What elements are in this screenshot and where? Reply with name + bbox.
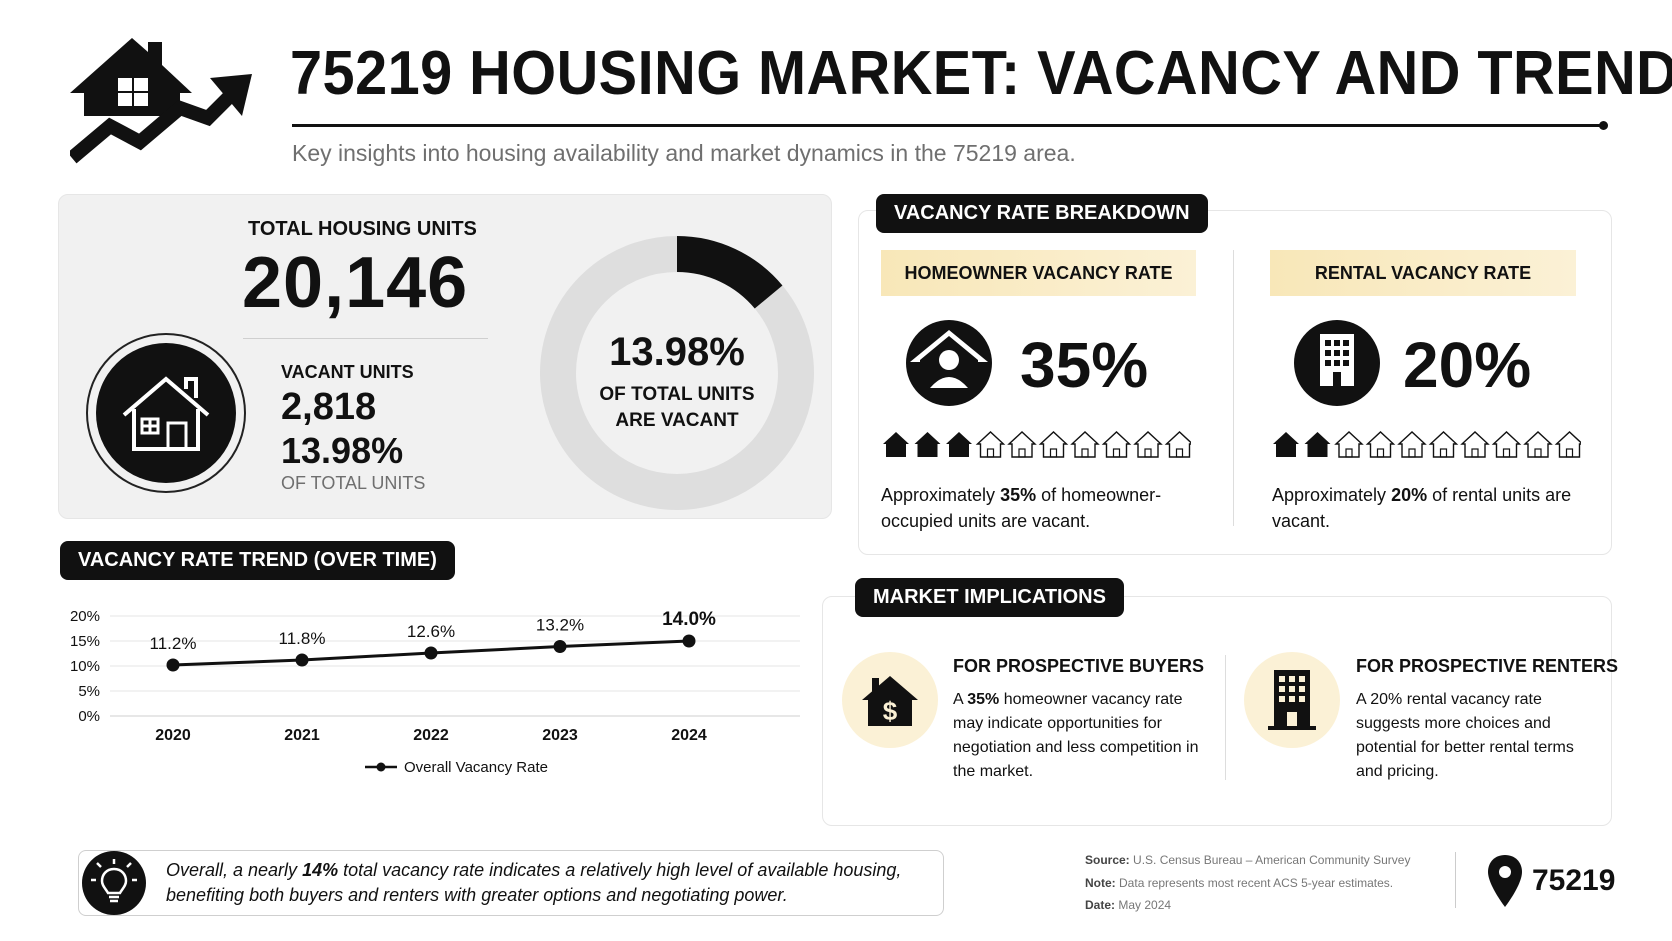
x-tick-label: 2020: [155, 727, 191, 744]
y-tick-label: 15%: [70, 633, 100, 650]
zip-code: 75219: [1532, 864, 1616, 897]
homeowner-rate-description: Approximately 35% of homeowner-occupied …: [881, 485, 1162, 531]
rental-house-empty-icon: [1491, 431, 1522, 458]
implications-divider: [1225, 655, 1226, 780]
vacant-units-sub: OF TOTAL UNITS: [281, 473, 426, 493]
data-point: [166, 658, 180, 672]
x-tick-label: 2023: [542, 727, 578, 744]
homeowner-house-filled-icon: [914, 432, 941, 457]
y-tick-label: 20%: [70, 608, 100, 625]
homeowner-rate-value: 35%: [1020, 329, 1149, 401]
note-line: Note: Data represents most recent ACS 5-…: [1085, 876, 1394, 890]
homeowner-person-icon: [906, 320, 992, 406]
homeowner-house-pictogram: [883, 431, 1191, 458]
apartment-building-icon: [1294, 320, 1380, 406]
homeowner-house-empty-icon: [1133, 431, 1163, 458]
footer-divider: [1455, 852, 1456, 908]
insight-text: Overall, a nearly 14% total vacancy rate…: [166, 860, 902, 905]
breakdown-heading: VACANCY RATE BREAKDOWN: [876, 194, 1208, 233]
homeowner-rate-tab: HOMEOWNER VACANCY RATE: [881, 250, 1196, 296]
trend-heading: VACANCY RATE TREND (OVER TIME): [60, 541, 455, 580]
homeowner-house-filled-icon: [946, 432, 972, 457]
house-badge: [96, 343, 236, 483]
vacancy-donut-arc: [676, 236, 783, 309]
implications-panel: [822, 596, 1612, 826]
vacant-units-label: VACANT UNITS: [281, 362, 414, 382]
buyers-heading: FOR PROSPECTIVE BUYERS: [953, 656, 1205, 676]
y-tick-label: 10%: [70, 658, 100, 675]
homeowner-house-filled-icon: [883, 432, 909, 457]
data-label: 11.2%: [150, 634, 197, 653]
total-units-value: 20,146: [242, 243, 469, 323]
implications-heading: MARKET IMPLICATIONS: [855, 578, 1124, 617]
vacant-units-percent: 13.98%: [281, 430, 404, 471]
house-dollar-icon: $: [842, 652, 938, 748]
data-label: 13.2%: [536, 616, 584, 635]
breakdown-divider: [1233, 250, 1234, 526]
rental-rate-value: 20%: [1403, 329, 1532, 401]
buyers-text: A 35% homeowner vacancy rate may indicat…: [953, 691, 1199, 780]
page-title: 75219 HOUSING MARKET: VACANCY AND TRENDS: [290, 39, 1672, 108]
source-line: Source: U.S. Census Bureau – American Co…: [1085, 853, 1411, 867]
house-outline-icon: [122, 376, 210, 451]
house-trend-logo-icon: [70, 38, 252, 164]
title-underline-dot: [1599, 121, 1608, 130]
donut-percent: 13.98%: [609, 330, 745, 374]
x-tick-label: 2022: [413, 727, 449, 744]
lightbulb-icon: [82, 851, 146, 915]
data-point: [295, 653, 309, 667]
data-point: [424, 646, 438, 660]
insight-box: [78, 850, 944, 916]
rental-house-filled-icon: [1304, 432, 1331, 457]
homeowner-house-empty-icon: [1101, 431, 1132, 458]
title-underline: [292, 124, 1605, 127]
y-tick-label: 5%: [78, 683, 100, 700]
rental-house-empty-icon: [1523, 431, 1553, 458]
data-point: [553, 640, 567, 653]
homeowner-house-empty-icon: [1007, 431, 1037, 458]
homeowner-house-empty-icon: [1164, 431, 1191, 458]
vacant-units-value: 2,818: [281, 386, 377, 428]
rental-house-empty-icon: [1365, 431, 1396, 458]
homeowner-house-empty-icon: [975, 431, 1006, 458]
rental-house-empty-icon: [1428, 431, 1459, 458]
donut-caption-2: ARE VACANT: [615, 410, 739, 431]
rental-house-empty-icon: [1397, 431, 1427, 458]
rental-house-empty-icon: [1334, 431, 1364, 458]
rental-rate-description: Approximately 20% of rental units are va…: [1272, 485, 1572, 531]
location-pin-icon: [1488, 855, 1522, 907]
data-label: 14.0%: [662, 609, 716, 630]
rental-house-empty-icon: [1554, 431, 1581, 458]
data-label: 11.8%: [279, 629, 326, 648]
x-tick-label: 2024: [671, 727, 707, 744]
renters-text: A 20% rental vacancy rate suggests more …: [1356, 691, 1574, 780]
rental-house-empty-icon: [1460, 431, 1490, 458]
renters-heading: FOR PROSPECTIVE RENTERS: [1356, 656, 1619, 676]
legend-label: Overall Vacancy Rate: [404, 759, 548, 776]
rental-house-filled-icon: [1273, 432, 1299, 457]
y-tick-label: 0%: [78, 708, 100, 725]
rental-house-pictogram: [1273, 431, 1581, 458]
date-line: Date: May 2024: [1085, 898, 1172, 912]
homeowner-house-empty-icon: [1070, 431, 1100, 458]
total-units-label: TOTAL HOUSING UNITS: [248, 218, 477, 240]
svg-text:$: $: [883, 696, 898, 726]
donut-caption-1: OF TOTAL UNITS: [599, 384, 755, 405]
vacancy-trend-chart: 0% 5% 10% 15% 20% 11.2% 2020 11.8% 2021 12.6% 2022…: [70, 608, 800, 776]
page-subtitle: Key insights into housing availability a…: [292, 140, 1076, 166]
x-tick-label: 2021: [284, 727, 320, 744]
homeowner-house-empty-icon: [1038, 431, 1069, 458]
rental-rate-tab: RENTAL VACANCY RATE: [1270, 250, 1576, 296]
apartment-icon: [1244, 652, 1340, 748]
data-point: [682, 634, 696, 648]
total-divider: [243, 338, 488, 339]
data-label: 12.6%: [407, 622, 455, 641]
legend-dot-swatch: [376, 762, 386, 772]
vacancy-donut: [540, 236, 814, 510]
